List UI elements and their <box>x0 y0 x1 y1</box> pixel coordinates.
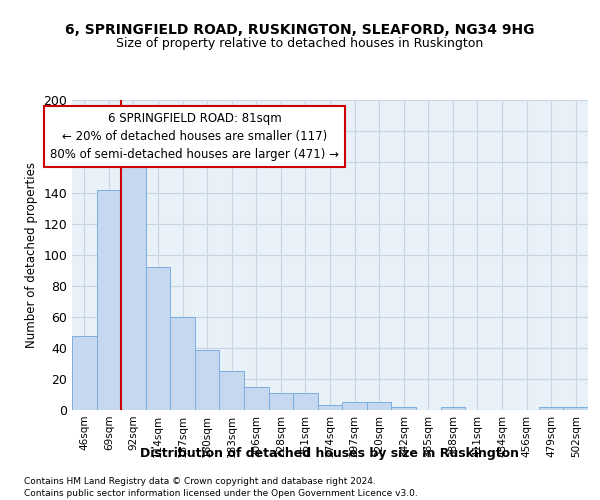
Bar <box>170 317 195 410</box>
Bar <box>97 190 121 410</box>
Bar <box>293 393 318 410</box>
Bar <box>220 371 244 410</box>
Text: Contains HM Land Registry data © Crown copyright and database right 2024.: Contains HM Land Registry data © Crown c… <box>24 478 376 486</box>
Bar <box>72 336 97 410</box>
Bar <box>318 406 342 410</box>
Text: Contains public sector information licensed under the Open Government Licence v3: Contains public sector information licen… <box>24 489 418 498</box>
Bar <box>195 350 220 410</box>
Bar <box>244 387 269 410</box>
Bar <box>269 393 293 410</box>
Y-axis label: Number of detached properties: Number of detached properties <box>25 162 38 348</box>
Text: Size of property relative to detached houses in Ruskington: Size of property relative to detached ho… <box>116 38 484 51</box>
Text: 6 SPRINGFIELD ROAD: 81sqm
← 20% of detached houses are smaller (117)
80% of semi: 6 SPRINGFIELD ROAD: 81sqm ← 20% of detac… <box>50 112 340 162</box>
Bar <box>391 407 416 410</box>
Text: 6, SPRINGFIELD ROAD, RUSKINGTON, SLEAFORD, NG34 9HG: 6, SPRINGFIELD ROAD, RUSKINGTON, SLEAFOR… <box>65 22 535 36</box>
Bar <box>539 407 563 410</box>
Bar <box>146 268 170 410</box>
Bar <box>342 402 367 410</box>
Bar <box>440 407 465 410</box>
Bar <box>367 402 391 410</box>
Text: Distribution of detached houses by size in Ruskington: Distribution of detached houses by size … <box>140 448 520 460</box>
Bar <box>121 164 146 410</box>
Bar <box>563 407 588 410</box>
